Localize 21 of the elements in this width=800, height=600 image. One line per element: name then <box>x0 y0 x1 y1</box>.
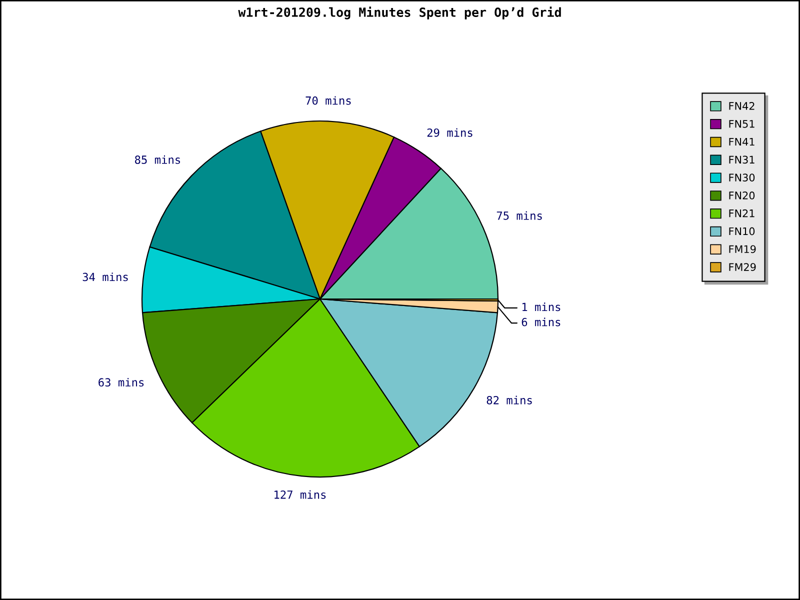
data-label: 63 mins <box>98 378 144 387</box>
legend-label: FN42 <box>729 102 754 110</box>
data-label: 85 mins <box>135 155 180 164</box>
legend-label: FN21 <box>729 209 754 218</box>
data-label: 34 mins <box>82 272 128 282</box>
data-label: 1 mins <box>522 302 560 312</box>
chart-title: w1rt-201209.log Minutes Spent per Op’d Grid <box>238 6 561 20</box>
data-label: 127 mins <box>274 490 326 499</box>
legend-label: FM19 <box>729 245 756 254</box>
legend-label: FN30 <box>729 174 755 182</box>
data-label: 6 mins <box>522 318 560 326</box>
data-label: 75 mins <box>496 211 542 220</box>
legend-label: FN41 <box>729 138 754 146</box>
data-label: 29 mins <box>427 128 472 137</box>
data-label: 82 mins <box>486 396 532 404</box>
legend-label: FN20 <box>729 192 755 200</box>
data-label: 70 mins <box>306 96 351 105</box>
legend-label: FN10 <box>729 227 755 236</box>
legend-label: FM29 <box>729 263 756 271</box>
legend-label: FN51 <box>729 120 754 128</box>
legend-label: FN31 <box>729 156 754 164</box>
